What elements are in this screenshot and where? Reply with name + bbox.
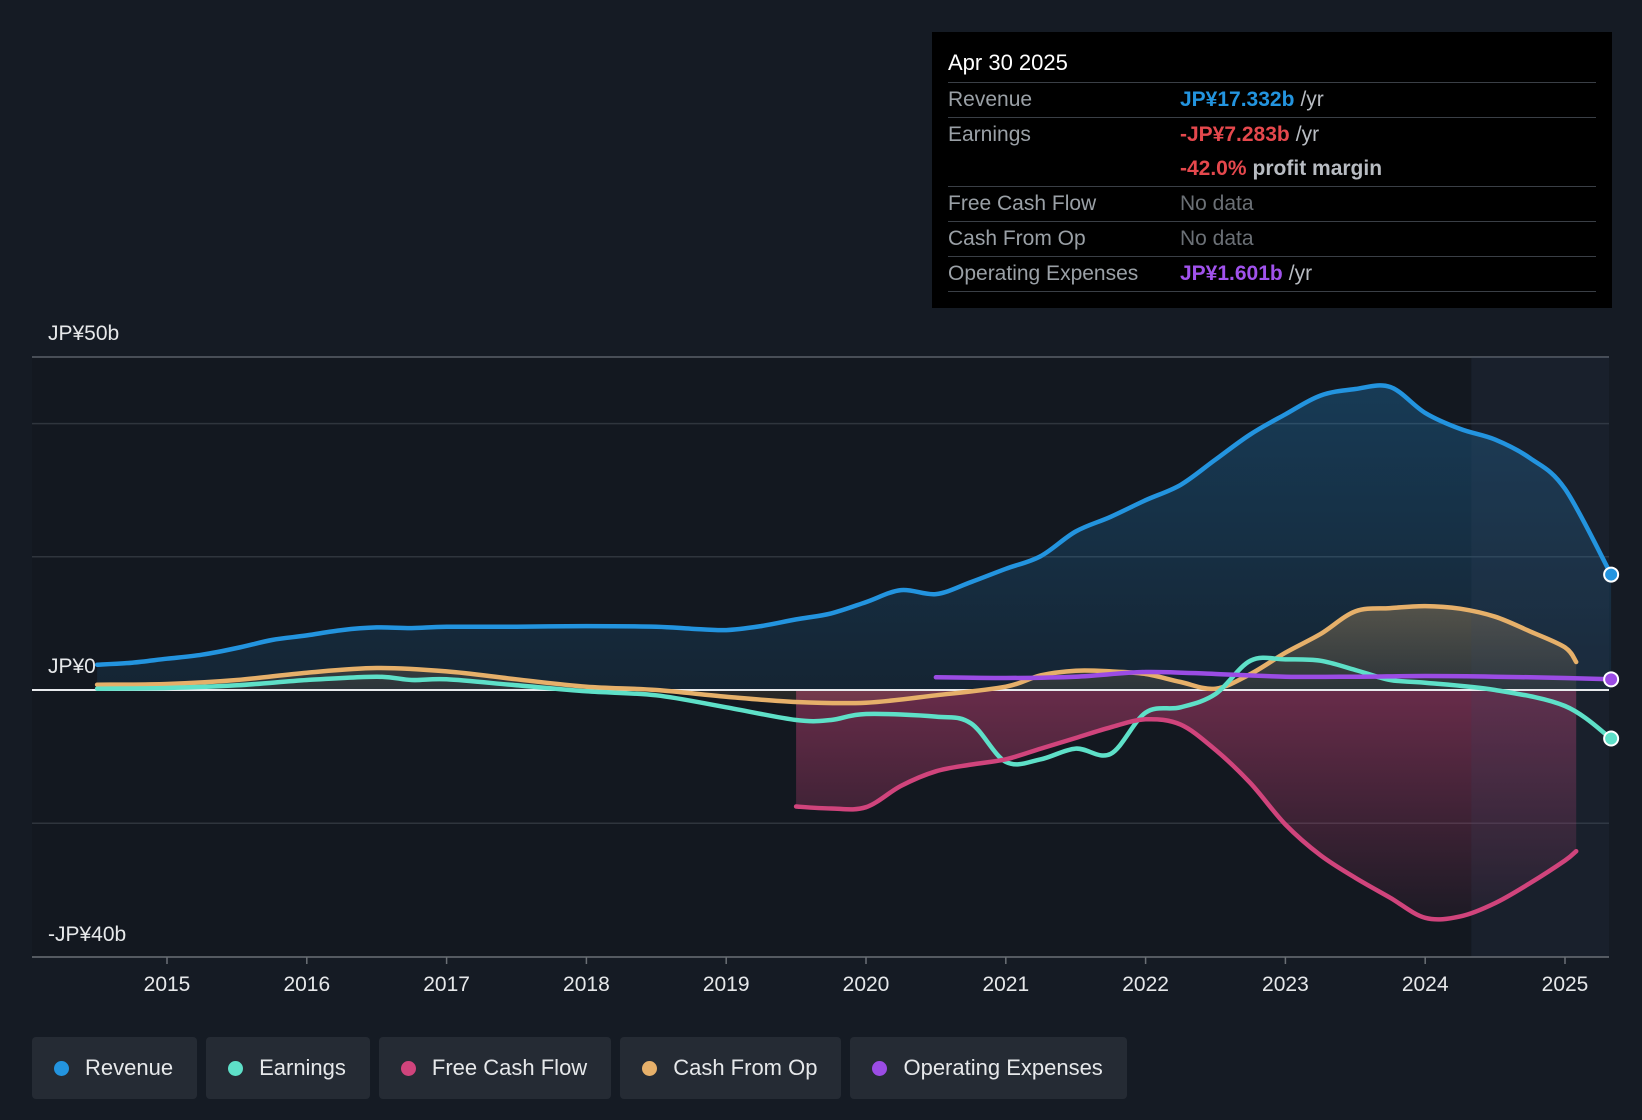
tooltip-divider (948, 291, 1596, 292)
forecast-region (1471, 357, 1609, 957)
marker-operating-expenses (1603, 671, 1620, 688)
legend-label-free-cash-flow: Free Cash Flow (431, 1055, 588, 1080)
x-tick-2016: 2016 (283, 973, 330, 996)
tooltip-value-revenue: JP¥17.332b (1180, 88, 1295, 111)
x-tick-2015: 2015 (144, 973, 191, 996)
x-tick-2025: 2025 (1542, 973, 1589, 996)
legend-label-cash-from-op: Cash From Op (673, 1055, 818, 1080)
area-revenue (97, 385, 1612, 690)
y-label-bottom: -JP¥40b (48, 923, 126, 946)
tooltip-unit-opex: /yr (1288, 262, 1313, 285)
legend-label-revenue: Revenue (85, 1055, 174, 1080)
tooltip-label-earnings: Earnings (948, 123, 1031, 146)
tooltip-row-margin: -42.0% profit margin (948, 152, 1596, 186)
earnings-dot-icon (228, 1060, 244, 1076)
tooltip-label-fcf: Free Cash Flow (948, 192, 1097, 215)
legend-earnings[interactable]: Earnings (206, 1037, 370, 1099)
x-tick-2024: 2024 (1402, 973, 1449, 996)
x-tick-2018: 2018 (563, 973, 610, 996)
tooltip-row-fcf: Free Cash Flow No data (948, 186, 1596, 221)
tooltip-label-cfo: Cash From Op (948, 227, 1086, 250)
free-cash-flow-dot-icon (400, 1060, 416, 1076)
series-line-cash-from-op (94, 603, 1579, 706)
revenue-dot-icon (54, 1060, 69, 1076)
x-tick-2021: 2021 (982, 973, 1029, 996)
tooltip-value-cfo: No data (1180, 227, 1254, 250)
legend-cash-from-op[interactable]: Cash From Op (620, 1037, 842, 1099)
tooltip-label-revenue: Revenue (948, 88, 1033, 111)
tooltip-value-opex: JP¥1.601b (1180, 262, 1283, 285)
x-tick-2017: 2017 (423, 973, 470, 996)
x-tick-2022: 2022 (1122, 973, 1169, 996)
marker-earnings (1603, 730, 1620, 747)
legend-label-earnings: Earnings (259, 1055, 346, 1080)
x-tick-2019: 2019 (703, 973, 750, 996)
operating-expenses-dot-icon (872, 1060, 888, 1076)
tooltip-row-opex: Operating Expenses JP¥1.601b /yr (948, 256, 1596, 291)
tooltip-value-fcf: No data (1180, 192, 1254, 215)
tooltip-row-earnings: Earnings -JP¥7.283b /yr (948, 117, 1596, 152)
x-tick-2023: 2023 (1262, 973, 1309, 996)
tooltip-value-margin: -42.0% (1180, 157, 1247, 180)
legend-operating-expenses[interactable]: Operating Expenses (850, 1037, 1127, 1099)
series-line-free-cash-flow (793, 716, 1579, 922)
tooltip-unit-revenue: /yr (1300, 88, 1324, 111)
legend-revenue[interactable]: Revenue (32, 1037, 198, 1099)
cash-from-op-dot-icon (642, 1060, 658, 1076)
marker-revenue (1603, 566, 1620, 583)
tooltip-row-revenue: Revenue JP¥17.332b /yr (948, 82, 1596, 117)
tooltip-value-earnings: -JP¥7.283b (1180, 123, 1290, 146)
y-label-top: JP¥50b (48, 322, 119, 345)
legend-label-operating-expenses: Operating Expenses (903, 1055, 1103, 1080)
tooltip-row-cfo: Cash From Op No data (948, 221, 1596, 256)
legend-free-cash-flow[interactable]: Free Cash Flow (378, 1037, 612, 1099)
tooltip-date: Apr 30 2025 (948, 50, 1068, 75)
tooltip-unit-earnings: /yr (1295, 123, 1320, 146)
legend: Revenue Earnings Free Cash Flow Cash Fro… (32, 1037, 1127, 1099)
series-line-revenue (94, 383, 1614, 667)
tooltip-margin-text: profit margin (1252, 157, 1383, 180)
tooltip-label-opex: Operating Expenses (948, 262, 1139, 285)
hover-tooltip: Apr 30 2025 Revenue JP¥17.332b /yr Earni… (932, 32, 1612, 308)
y-label-zero: JP¥0 (48, 655, 96, 678)
series-line-earnings (94, 655, 1614, 767)
series-line-operating-expenses (933, 669, 1614, 682)
x-tick-2020: 2020 (843, 973, 890, 996)
